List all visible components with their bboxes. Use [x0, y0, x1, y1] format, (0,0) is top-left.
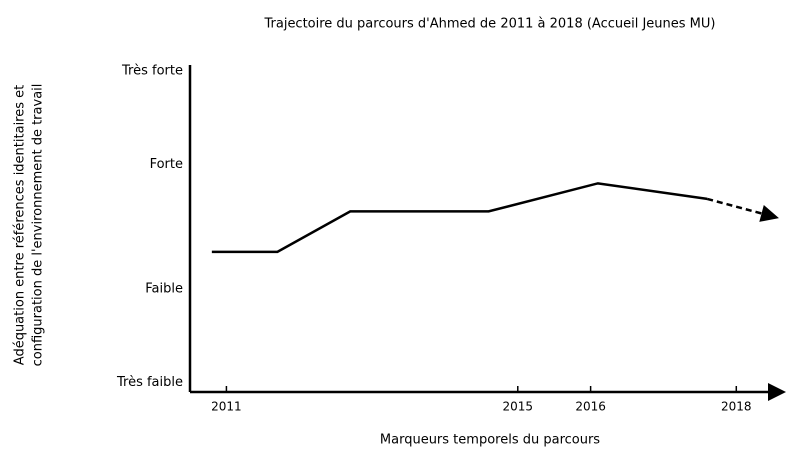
y-tick-label: Forte	[150, 157, 183, 172]
x-axis-arrow	[768, 383, 786, 401]
y-axis-label-line: configuration de l'environnement de trav…	[31, 84, 46, 367]
y-axis-label-line: Adéquation entre références identitaires…	[13, 85, 28, 365]
x-axis-label: Marqueurs temporels du parcours	[380, 433, 600, 448]
x-tick-label: 2011	[211, 400, 242, 414]
x-tick-label: 2016	[575, 400, 606, 414]
chart-title: Trajectoire du parcours d'Ahmed de 2011 …	[263, 17, 715, 32]
line	[706, 197, 766, 216]
line	[211, 182, 708, 254]
x-tick-label: 2018	[721, 400, 752, 414]
y-tick-label: Faible	[145, 282, 183, 297]
x-tick-label: 2015	[503, 400, 534, 414]
y-tick-label: Très forte	[121, 64, 183, 79]
y-tick-label: Très faible	[116, 375, 183, 390]
line-arrow	[759, 205, 779, 222]
y-axis-label: Adéquation entre références identitaires…	[13, 84, 46, 367]
